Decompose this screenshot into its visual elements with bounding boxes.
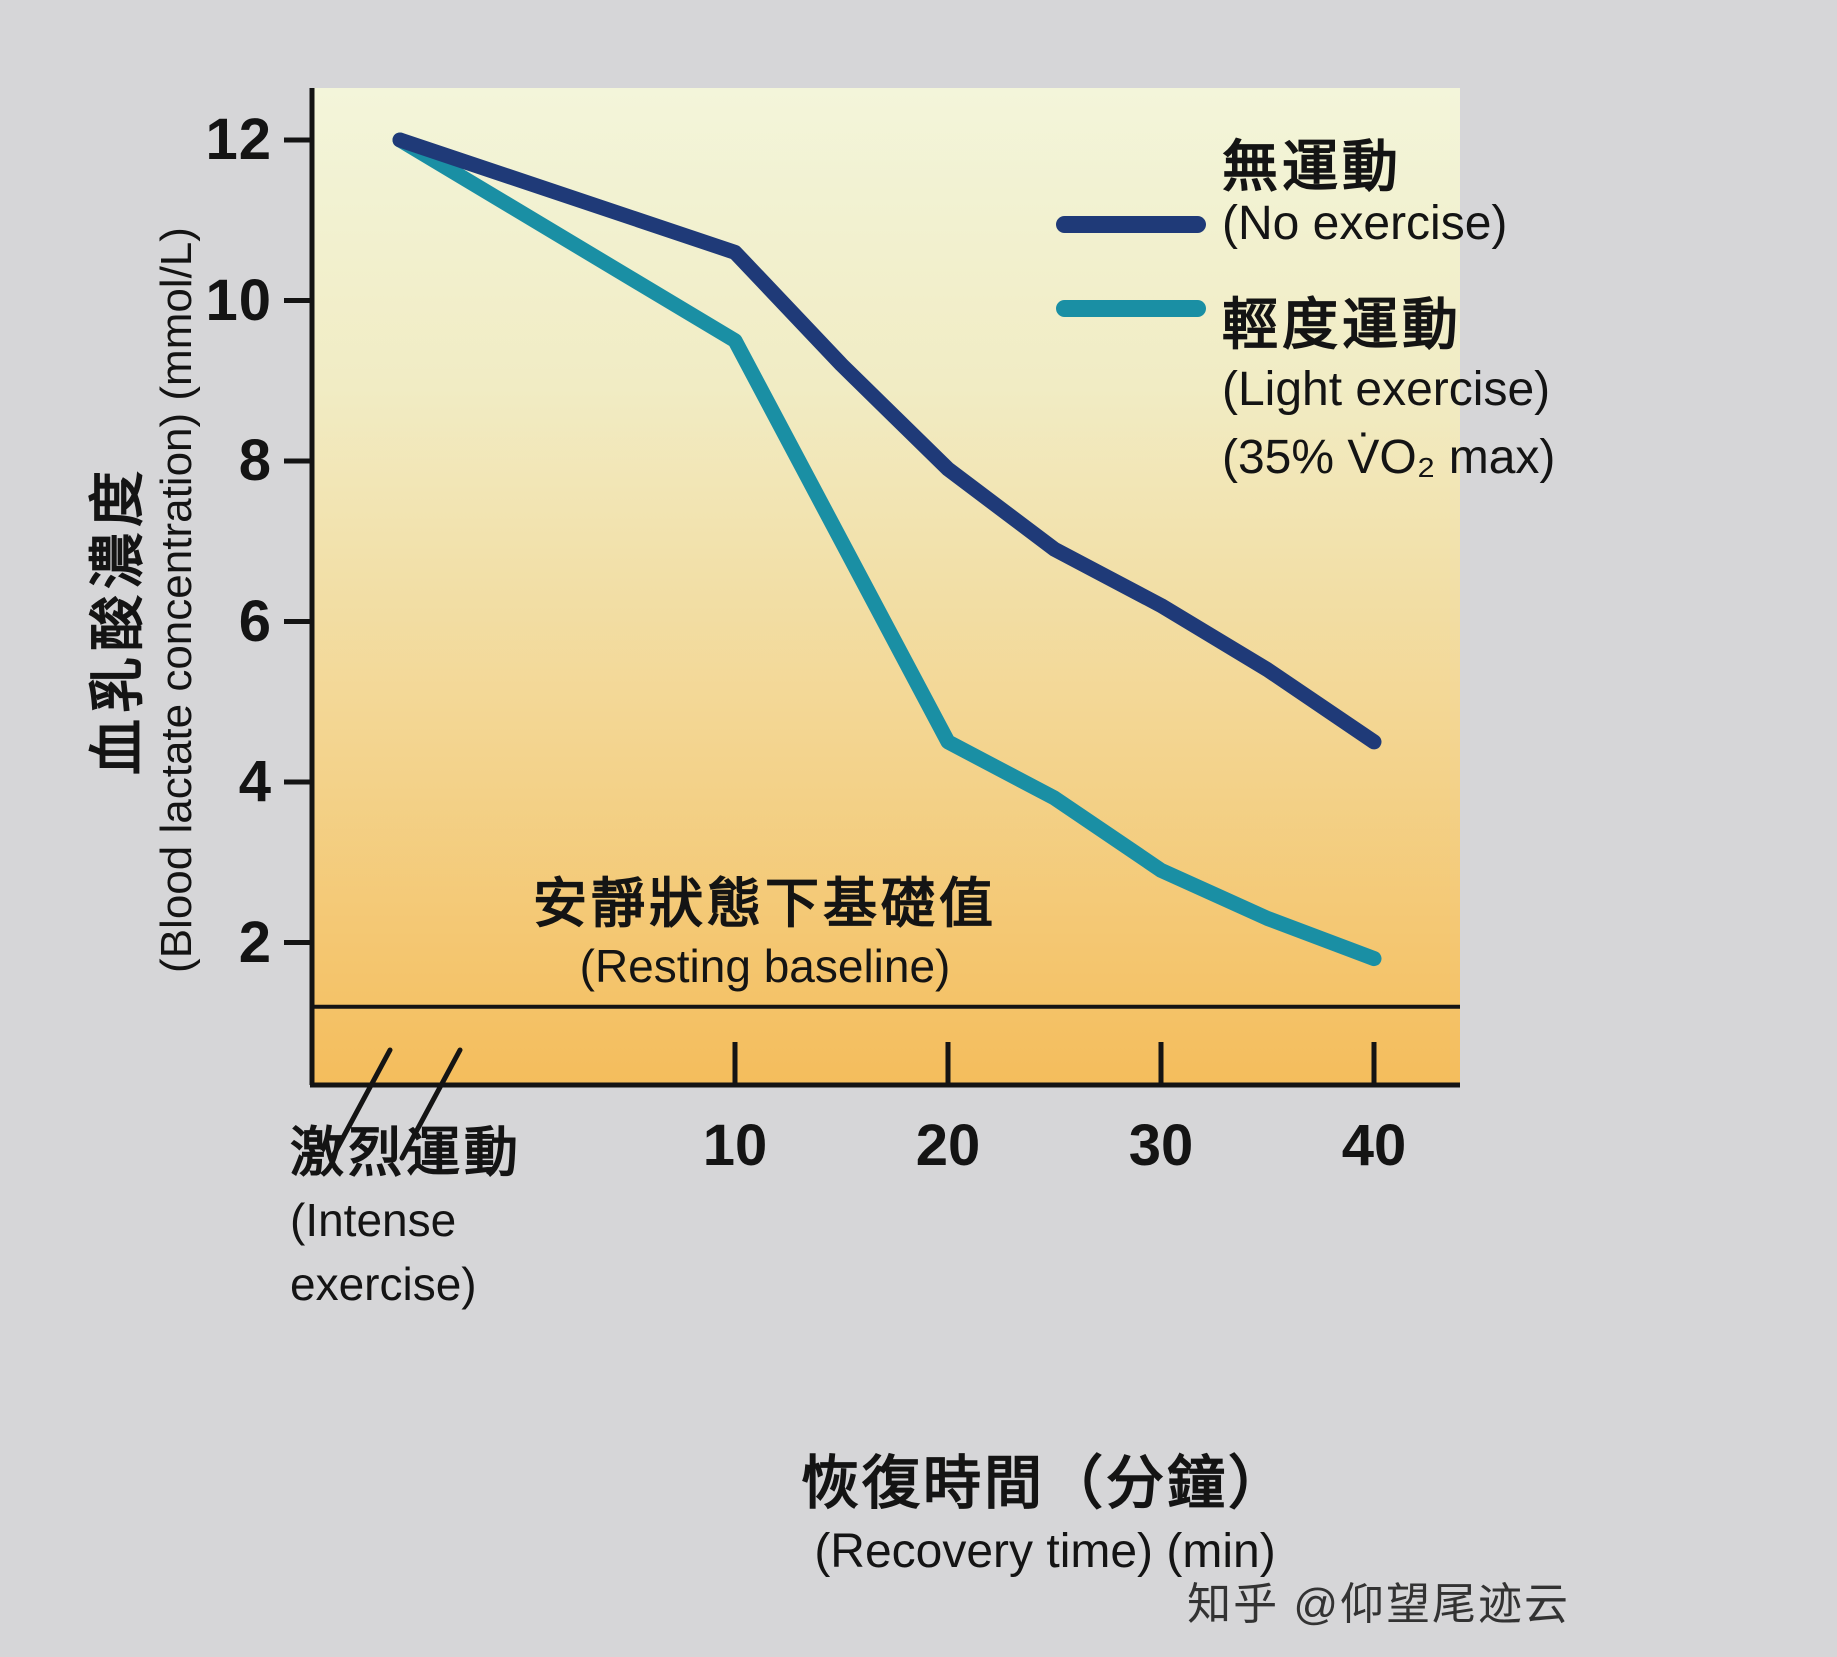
x-axis-title-zh: 恢復時間（分鐘） [800, 1451, 1289, 1516]
y-tick-label: 12 [205, 107, 272, 172]
legend-label-no-exercise-en: (No exercise) [1222, 197, 1508, 250]
origin-break-label-zh: 激烈運動 [290, 1123, 522, 1183]
series-line [392, 132, 1382, 967]
y-axis-title-zh: 血乳酸濃度 [86, 465, 149, 775]
x-axis-title: 恢復時間（分鐘） (Recovery time) (min) [745, 1448, 1345, 1584]
y-tick-label: 6 [238, 588, 272, 654]
baseline-annotation-zh: 安靜狀態下基礎值 [533, 874, 997, 934]
origin-break-label: 激烈運動 (Intense exercise) [290, 1118, 522, 1316]
x-tick-label: 10 [702, 1113, 768, 1178]
x-tick-label: 20 [915, 1113, 981, 1178]
legend-label-light-exercise-sub: (35% V̇O₂ max) [1222, 431, 1556, 484]
legend-label-light-exercise-en: (Light exercise) [1222, 363, 1551, 416]
y-tick-label: 4 [238, 749, 272, 814]
series-line [392, 132, 1382, 750]
x-tick-label: 40 [1341, 1113, 1407, 1178]
x-axis-title-en: (Recovery time) (min) [814, 1525, 1276, 1578]
y-tick-label: 10 [205, 267, 272, 333]
y-tick-label: 8 [238, 428, 272, 493]
baseline-annotation-en: (Resting baseline) [579, 940, 951, 992]
origin-break-label-en2: exercise) [290, 1258, 477, 1310]
legend-label-light-exercise-zh: 輕度運動 [1222, 293, 1462, 356]
baseline-annotation: 安靜狀態下基礎值 (Resting baseline) [465, 872, 1065, 996]
watermark: 知乎 @仰望尾迹云 [1187, 1580, 1570, 1629]
legend-swatch-light-exercise [1056, 300, 1206, 317]
legend-label-no-exercise-zh: 無運動 [1222, 135, 1402, 198]
y-tick-label: 2 [238, 909, 272, 975]
x-tick-label: 30 [1128, 1113, 1194, 1178]
origin-break-label-en1: (Intense [290, 1194, 457, 1246]
legend-swatch-no-exercise [1056, 216, 1206, 233]
